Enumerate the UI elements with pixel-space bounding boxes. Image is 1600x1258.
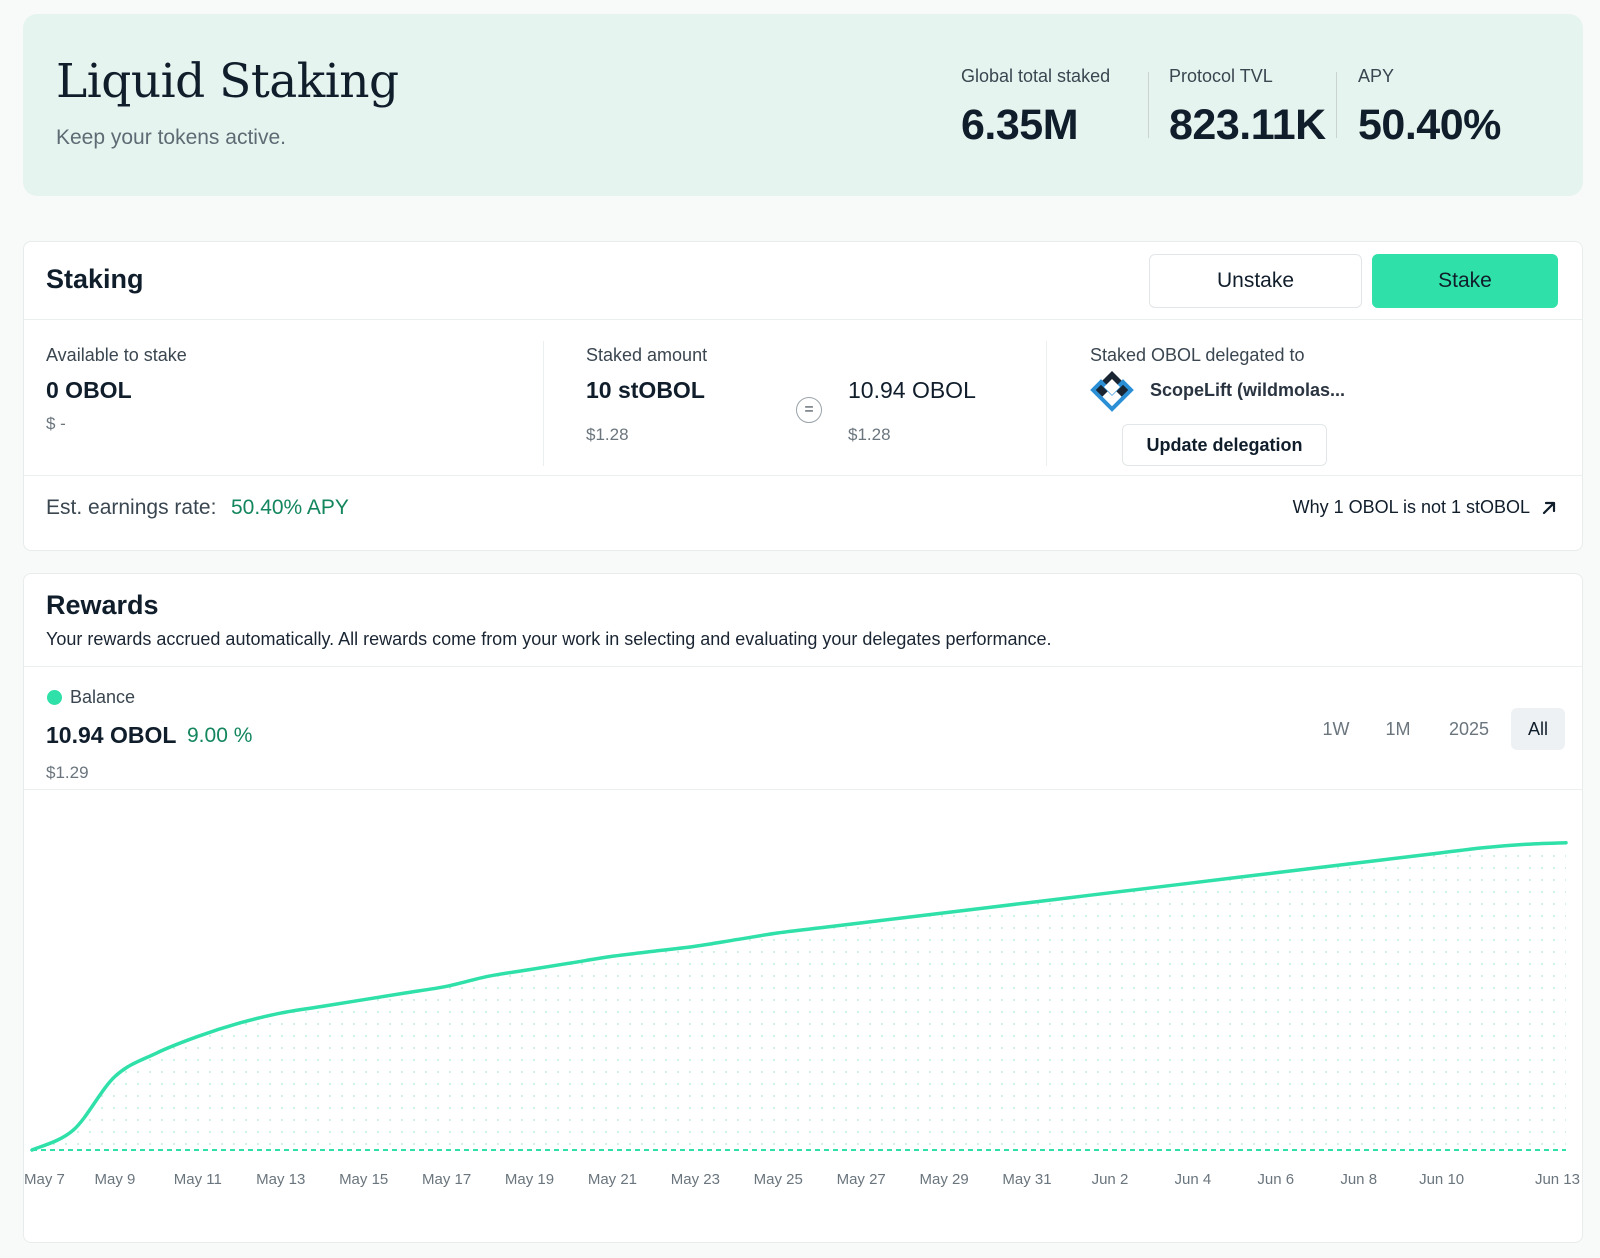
equivalent-obol-value: 10.94 OBOL (848, 377, 976, 403)
staked-amount-value: 10 stOBOL (586, 377, 705, 403)
divider (24, 666, 1582, 667)
x-tick-label: Jun 4 (1175, 1171, 1212, 1188)
x-tick-label: Jun 13 (1535, 1171, 1580, 1188)
legend-dot-icon (47, 690, 62, 705)
rewards-description: Your rewards accrued automatically. All … (46, 629, 1052, 649)
stat-value: 823.11K (1169, 101, 1326, 149)
earnings-rate-value: 50.40% APY (231, 496, 349, 519)
x-tick-label: May 29 (920, 1171, 969, 1188)
stake-button[interactable]: Stake (1372, 254, 1558, 308)
rewards-card: Rewards Your rewards accrued automatical… (23, 573, 1583, 1243)
staking-title: Staking (46, 264, 144, 294)
x-tick-label: Jun 8 (1340, 1171, 1377, 1188)
hero-banner: Liquid Staking Keep your tokens active. … (23, 14, 1583, 196)
legend-label: Balance (70, 687, 136, 707)
x-tick-label: May 21 (588, 1171, 637, 1188)
staked-amount-label: Staked amount (586, 345, 708, 365)
x-tick-label: May 15 (339, 1171, 388, 1188)
balance-value: 10.94 OBOL (46, 722, 177, 748)
balance-chart-svg: May 7 May 9 May 11 May 13 May 15 May 17 May 19… (24, 840, 1580, 1188)
balance-usd: $1.29 (46, 763, 89, 782)
why-obol-link-label: Why 1 OBOL is not 1 stOBOL (1292, 497, 1530, 517)
why-obol-link[interactable]: Why 1 OBOL is not 1 stOBOL (1293, 497, 1558, 518)
x-tick-label: May 17 (422, 1171, 471, 1188)
range-1w-button[interactable]: 1W (1322, 718, 1350, 739)
update-delegation-button[interactable]: Update delegation (1122, 424, 1327, 466)
series-line-balance (30, 840, 1568, 1152)
rewards-title: Rewards (46, 590, 159, 620)
x-tick-label: May 27 (837, 1171, 886, 1188)
x-tick-label: Jun 10 (1419, 1171, 1464, 1188)
range-1m-button[interactable]: 1M (1385, 718, 1411, 739)
column-divider (1046, 341, 1047, 466)
stat-protocol-tvl: Protocol TVL 823.11K (1169, 66, 1326, 150)
stat-label: APY (1358, 66, 1395, 86)
divider (24, 319, 1582, 320)
stat-apy: APY 50.40% (1358, 66, 1501, 150)
available-label: Available to stake (46, 345, 187, 365)
available-usd: $ - (46, 414, 66, 433)
stat-label: Protocol TVL (1169, 66, 1273, 86)
x-tick-label: Jun 2 (1092, 1171, 1129, 1188)
x-tick-label: Jun 6 (1257, 1171, 1294, 1188)
staked-amount-usd: $1.28 (586, 425, 629, 444)
delegate-name[interactable]: ScopeLift (wildmolas... (1150, 380, 1346, 400)
scopelift-logo-icon (1090, 371, 1134, 412)
stat-label: Global total staked (961, 66, 1111, 86)
divider (24, 475, 1582, 476)
column-divider (543, 341, 544, 466)
delegation-label: Staked OBOL delegated to (1090, 345, 1305, 365)
stat-value: 6.35M (961, 101, 1079, 149)
earnings-rate-label: Est. earnings rate: (46, 496, 217, 519)
stat-global-total-staked: Global total staked 6.35M (961, 66, 1110, 150)
x-tick-label: May 31 (1002, 1171, 1051, 1188)
equivalent-obol-usd: $1.28 (848, 425, 891, 444)
stat-divider (1148, 72, 1149, 138)
x-tick-label: May 23 (671, 1171, 720, 1188)
range-all-button[interactable]: All (1511, 708, 1565, 750)
available-value: 0 OBOL (46, 377, 132, 403)
unstake-button[interactable]: Unstake (1149, 254, 1362, 308)
stat-value: 50.40% (1358, 101, 1501, 149)
stat-divider (1336, 72, 1337, 138)
equals-icon: = (796, 397, 822, 423)
page-subtitle: Keep your tokens active. (56, 126, 286, 149)
x-tick-label: May 19 (505, 1171, 554, 1188)
x-tick-label: May 25 (754, 1171, 803, 1188)
range-2025-button[interactable]: 2025 (1448, 718, 1490, 739)
staking-card: Staking Unstake Stake Available to stake… (23, 241, 1583, 551)
x-tick-label: May 13 (256, 1171, 305, 1188)
arrow-up-right-icon (1542, 501, 1556, 514)
x-tick-label: May 7 (24, 1171, 65, 1188)
x-tick-label: May 9 (94, 1171, 135, 1188)
balance-chart: May 7 May 9 May 11 May 13 May 15 May 17 May 19… (24, 789, 1582, 1209)
x-tick-label: May 11 (174, 1171, 222, 1188)
balance-change: 9.00 % (187, 724, 253, 747)
page-title: Liquid Staking (56, 54, 399, 109)
balance-area (32, 842, 1566, 1150)
